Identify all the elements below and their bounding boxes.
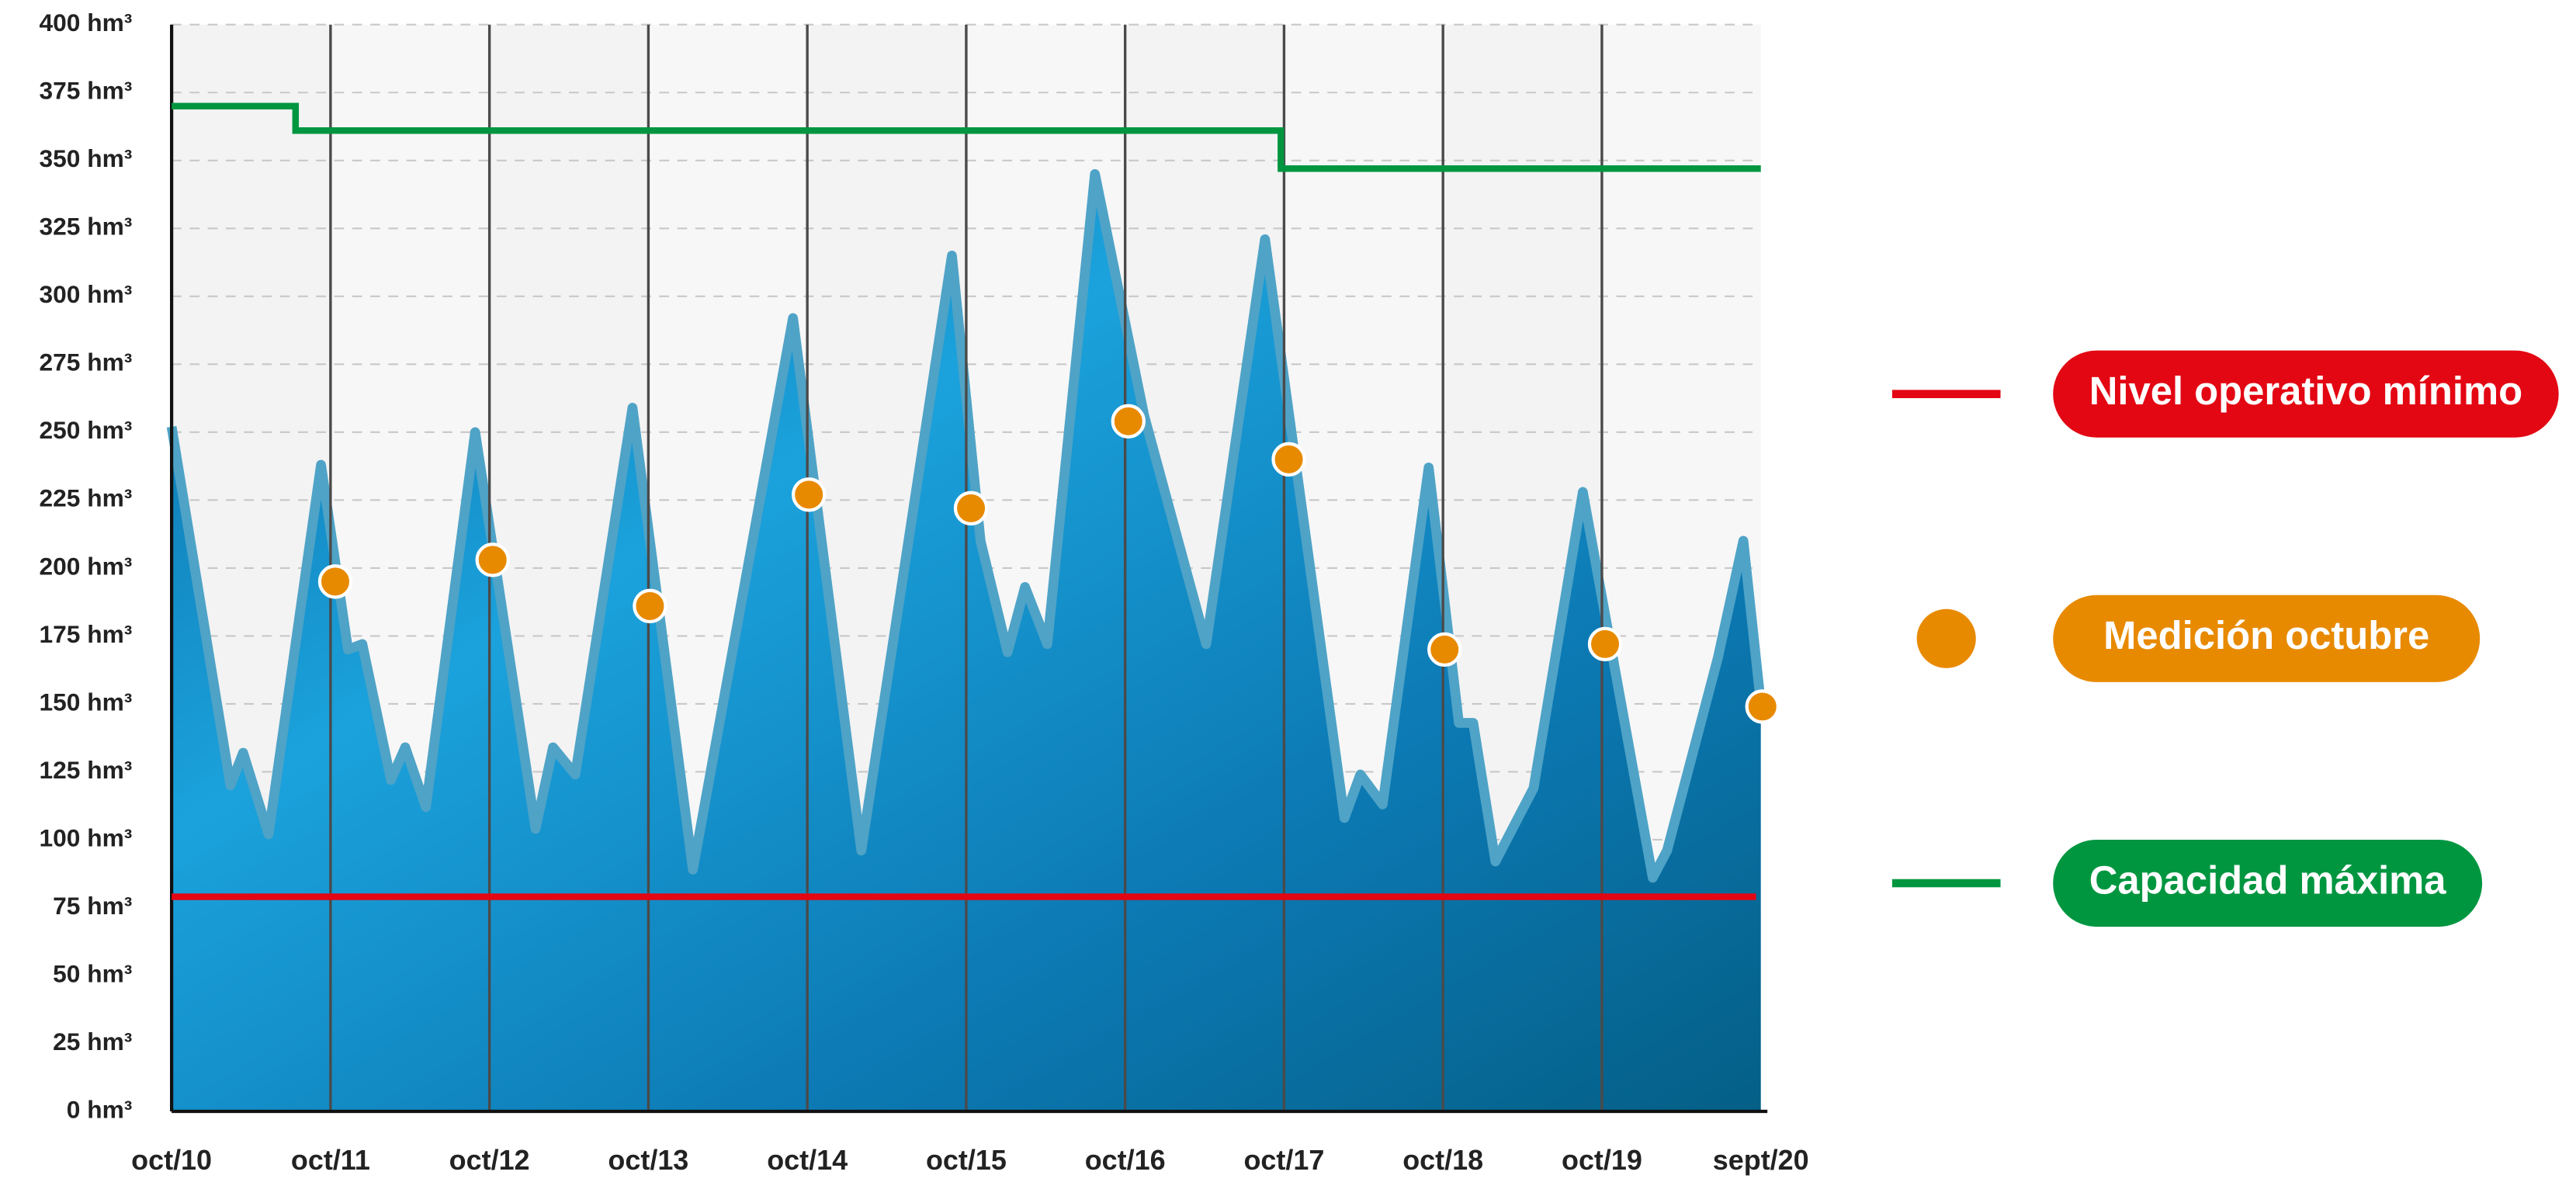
legend-label: Medición octubre bbox=[2103, 613, 2429, 657]
x-tick-label: oct/10 bbox=[131, 1144, 212, 1176]
area-line bbox=[166, 168, 1766, 883]
data-point bbox=[1427, 632, 1462, 667]
legend-label: Capacidad máxima bbox=[2089, 858, 2447, 902]
legend-pill bbox=[2053, 839, 2483, 927]
x-tick-label: oct/19 bbox=[1562, 1144, 1642, 1176]
x-tick-label: oct/14 bbox=[767, 1144, 848, 1176]
y-tick-label: 75 hm³ bbox=[53, 892, 132, 920]
data-point bbox=[1587, 626, 1623, 662]
data-point bbox=[1111, 404, 1146, 439]
y-tick-label: 50 hm³ bbox=[53, 959, 132, 987]
legend-swatch bbox=[1916, 608, 1976, 668]
x-tick-label: oct/15 bbox=[926, 1144, 1007, 1176]
data-point bbox=[791, 477, 827, 512]
x-tick-label: oct/17 bbox=[1243, 1144, 1324, 1176]
legend-pill bbox=[2053, 594, 2481, 682]
y-tick-label: 125 hm³ bbox=[39, 756, 132, 784]
y-tick-label: 225 hm³ bbox=[39, 484, 132, 512]
legend-label: Nivel operativo mínimo bbox=[2089, 369, 2522, 413]
data-point bbox=[1271, 442, 1306, 477]
data-point bbox=[317, 564, 353, 599]
y-tick-label: 325 hm³ bbox=[39, 213, 132, 241]
x-tick-label: oct/18 bbox=[1402, 1144, 1483, 1176]
data-point bbox=[633, 588, 667, 624]
x-tick-label: oct/13 bbox=[608, 1144, 688, 1176]
y-tick-label: 400 hm³ bbox=[39, 9, 132, 36]
y-tick-label: 175 hm³ bbox=[39, 620, 132, 648]
legend-pill bbox=[2053, 350, 2559, 438]
y-tick-label: 200 hm³ bbox=[39, 552, 132, 580]
y-tick-label: 300 hm³ bbox=[39, 280, 132, 308]
y-tick-label: 0 hm³ bbox=[67, 1095, 133, 1123]
line bbox=[172, 102, 1761, 172]
x-tick-label: oct/16 bbox=[1085, 1144, 1166, 1176]
x-tick-label: oct/11 bbox=[291, 1144, 370, 1176]
y-tick-label: 150 hm³ bbox=[39, 688, 132, 716]
y-tick-label: 100 hm³ bbox=[39, 823, 132, 851]
y-tick-label: 25 hm³ bbox=[53, 1028, 132, 1055]
data-point bbox=[475, 542, 510, 577]
x-tick-label: oct/12 bbox=[449, 1144, 530, 1176]
x-tick-label: sept/20 bbox=[1713, 1144, 1809, 1176]
y-tick-label: 350 hm³ bbox=[39, 144, 132, 172]
y-tick-label: 375 hm³ bbox=[39, 77, 132, 105]
data-point bbox=[1745, 689, 1780, 724]
y-tick-label: 250 hm³ bbox=[39, 416, 132, 444]
data-point bbox=[953, 490, 989, 526]
y-tick-label: 275 hm³ bbox=[39, 348, 132, 376]
